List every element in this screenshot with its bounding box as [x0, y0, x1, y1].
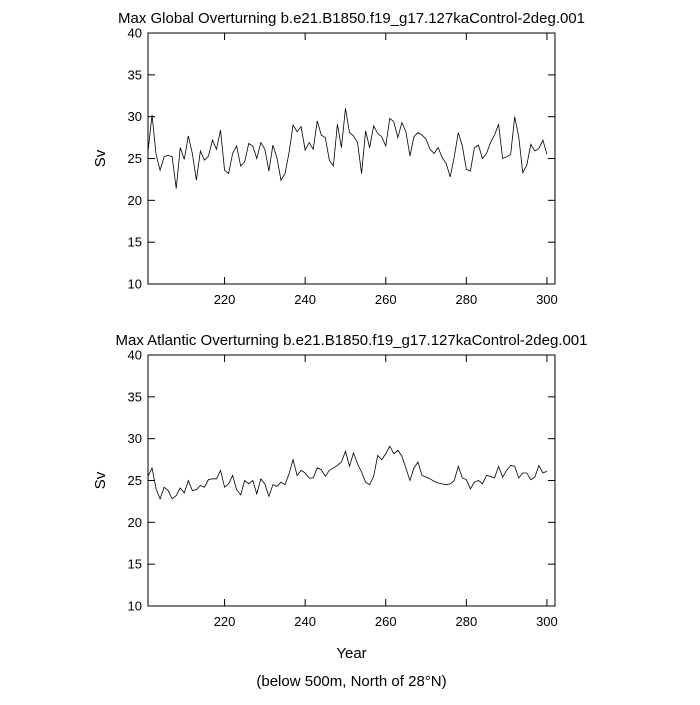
y-tick-label: 40 [128, 26, 142, 41]
y-tick-label: 35 [128, 389, 142, 404]
x-tick-label: 260 [375, 292, 397, 307]
data-line [147, 108, 548, 189]
y-tick-label: 10 [128, 599, 142, 614]
x-tick-label: 220 [214, 292, 236, 307]
plot-frame [147, 354, 556, 607]
y-tick-label: 40 [128, 348, 142, 363]
y-tick-label: 30 [128, 431, 142, 446]
y-tick-label: 15 [128, 557, 142, 572]
x-tick-label: 280 [455, 614, 477, 629]
y-tick-label: 30 [128, 109, 142, 124]
chart-title: Max Atlantic Overturning b.e21.B1850.f19… [116, 332, 588, 349]
x-tick-label: 300 [536, 614, 558, 629]
y-tick-label: 20 [128, 193, 142, 208]
y-tick-label: 25 [128, 151, 142, 166]
y-axis-label: Sv [92, 149, 109, 167]
y-axis-label: Sv [92, 471, 109, 489]
plot-frame [147, 32, 556, 285]
x-tick-label: 300 [536, 292, 558, 307]
data-line [147, 445, 548, 501]
chart-title: Max Global Overturning b.e21.B1850.f19_g… [118, 10, 585, 27]
x-tick-label: 260 [375, 614, 397, 629]
x-axis-label: Year [336, 645, 366, 662]
note: (below 500m, North of 28°N) [256, 673, 446, 690]
y-tick-label: 35 [128, 67, 142, 82]
x-tick-label: 240 [294, 292, 316, 307]
y-tick-label: 15 [128, 235, 142, 250]
x-tick-label: 220 [214, 614, 236, 629]
y-tick-label: 20 [128, 515, 142, 530]
y-tick-label: 25 [128, 473, 142, 488]
x-tick-label: 240 [294, 614, 316, 629]
x-tick-label: 280 [455, 292, 477, 307]
y-tick-label: 10 [128, 277, 142, 292]
